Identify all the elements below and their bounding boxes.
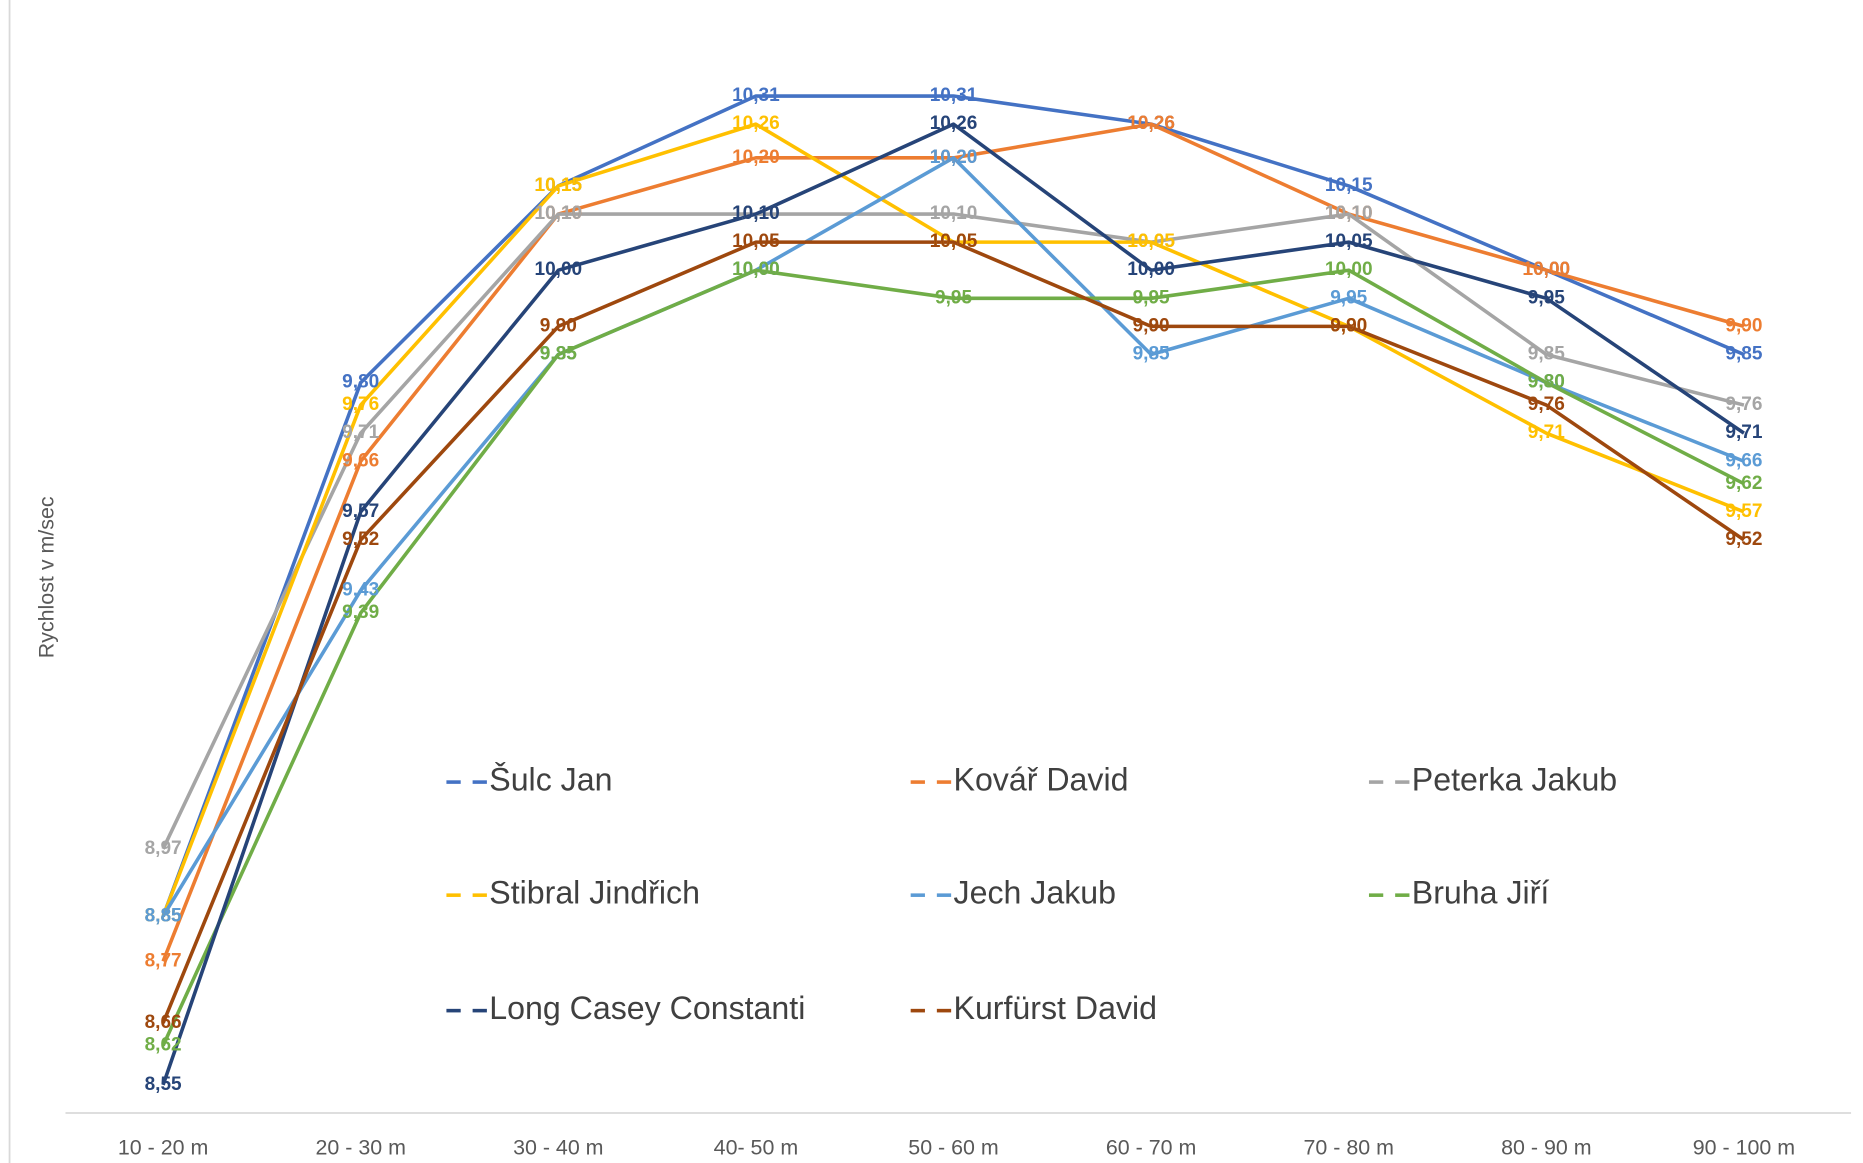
data-label: 9,95 [1133,287,1170,308]
data-label: 9,43 [342,580,379,601]
series-line [161,156,1745,918]
x-tick-label: 10 - 20 m [118,1135,208,1159]
data-label: 9,80 [342,372,379,393]
data-label: 9,52 [1725,529,1762,550]
x-tick-label: 90 - 100 m [1693,1135,1795,1159]
legend-label: Kurfürst David [954,990,1158,1026]
series-line [161,240,1745,1024]
data-label: 9,71 [1528,422,1565,443]
data-label: 10,10 [535,203,583,224]
data-label: 9,39 [342,602,379,623]
data-label: 9,76 [1528,394,1565,415]
data-label: 9,71 [342,422,379,443]
data-label: 9,62 [1725,473,1762,494]
legend-label: Šulc Jan [489,762,612,798]
data-label: 10,05 [1127,231,1175,252]
data-label: 10,10 [1325,203,1373,224]
data-label: 10,10 [535,203,583,224]
data-label: 9,95 [935,287,972,308]
data-label: 10,26 [1127,113,1175,134]
data-label: 8,97 [145,838,182,859]
data-label: 9,85 [540,344,577,365]
data-label: 9,66 [342,450,379,471]
x-tick-label: 20 - 30 m [315,1135,405,1159]
data-label: 8,62 [145,1035,182,1056]
data-label: 10,00 [1523,259,1571,280]
data-label: 10,15 [1325,175,1373,196]
data-label: 10,31 [930,85,978,106]
data-label: 10,00 [1325,259,1373,280]
data-label: 9,57 [1725,501,1762,522]
data-label: 9,76 [342,394,379,415]
data-label: 9,71 [1725,422,1762,443]
series-line [161,268,1745,1047]
series-line [161,212,1745,850]
data-label: 10,15 [535,175,583,196]
x-tick-label: 30 - 40 m [513,1135,603,1159]
data-label: 10,05 [1325,231,1373,252]
data-label: 9,85 [540,344,577,365]
data-label: 8,66 [145,1012,182,1033]
data-label: 10,00 [1127,259,1175,280]
legend-label: Kovář David [954,762,1129,798]
data-label: 9,85 [1528,344,1565,365]
data-label: 10,00 [535,259,583,280]
series-line [161,122,1745,1086]
data-label: 10,10 [732,203,780,224]
data-label: 8,85 [145,905,182,926]
data-label: 9,57 [342,501,379,522]
data-label: 8,85 [145,905,182,926]
data-label: 10,26 [732,113,780,134]
data-label: 9,90 [1725,315,1762,336]
data-label: 9,95 [1528,287,1565,308]
data-label: 10,31 [732,85,780,106]
legend-label: Stibral Jindřich [489,875,700,911]
data-label: 10,05 [930,231,978,252]
data-label: 8,85 [145,905,182,926]
data-label: 10,00 [732,259,780,280]
data-label: 10,10 [1325,203,1373,224]
data-label: 10,10 [732,203,780,224]
data-label: 9,90 [1133,315,1170,336]
data-label: 10,20 [732,147,780,168]
data-label: 10,20 [930,147,978,168]
series-line [161,94,1745,917]
data-label: 10,05 [1127,231,1175,252]
data-label: 10,05 [732,231,780,252]
x-tick-label: 50 - 60 m [908,1135,998,1159]
x-tick-label: 40- 50 m [714,1135,798,1159]
data-label: 9,90 [1330,315,1367,336]
data-label: 10,26 [1127,113,1175,134]
data-label: 10,10 [930,203,978,224]
data-label: 8,55 [145,1074,182,1095]
legend-label: Peterka Jakub [1412,762,1617,798]
data-label: 9,52 [342,529,379,550]
data-label: 9,85 [1725,344,1762,365]
data-label: 10,15 [535,175,583,196]
data-label: 10,20 [930,147,978,168]
data-label: 9,95 [1330,287,1367,308]
data-label: 8,77 [145,950,182,971]
y-axis-title: Rychlost v m/sec [34,496,58,658]
data-label: 9,66 [1725,450,1762,471]
data-label: 10,26 [930,113,978,134]
data-label: 9,90 [1330,315,1367,336]
legend-label: Bruha Jiří [1412,875,1550,911]
x-tick-label: 70 - 80 m [1304,1135,1394,1159]
data-label: 9,76 [1725,394,1762,415]
data-label: 9,80 [1528,372,1565,393]
data-label: 10,00 [732,259,780,280]
data-label: 9,85 [1133,344,1170,365]
data-label: 9,90 [540,315,577,336]
data-label: 10,00 [1523,259,1571,280]
legend-label: Long Casey Constanti [489,990,805,1026]
data-label: 10,05 [930,231,978,252]
legend-label: Jech Jakub [954,875,1117,911]
x-tick-label: 60 - 70 m [1106,1135,1196,1159]
x-tick-label: 80 - 90 m [1501,1135,1591,1159]
data-label: 9,80 [1528,372,1565,393]
